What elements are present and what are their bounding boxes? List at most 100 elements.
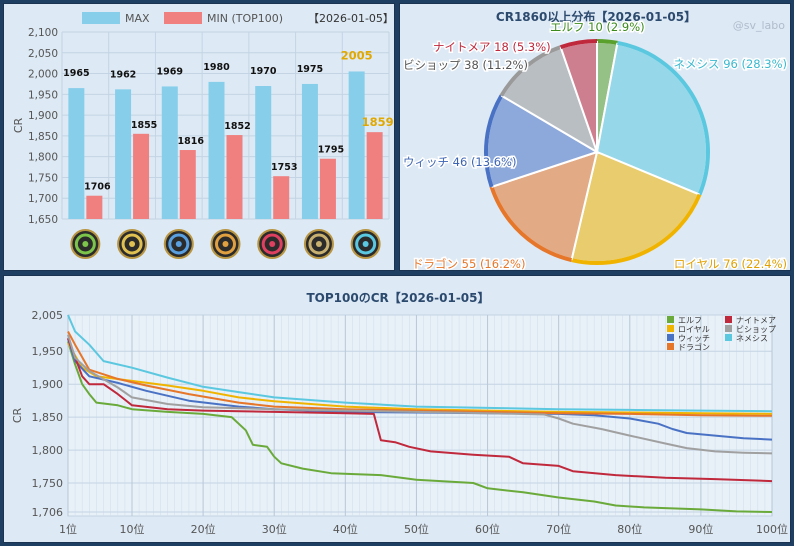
legend-swatch	[725, 316, 732, 323]
pie-label-1: ネメシス 96 (28.3%)	[674, 57, 787, 71]
bar-data-label: 1855	[131, 120, 157, 131]
line-series-4	[67, 337, 773, 483]
icon-core	[82, 241, 89, 247]
bar-y-tick: 2,050	[28, 48, 58, 60]
legend-label-1: MIN (TOP100)	[207, 12, 283, 25]
bar-min	[179, 150, 196, 219]
bishop-icon	[303, 229, 334, 259]
icon-core	[175, 241, 182, 247]
pie-label-0: エルフ 10 (2.9%)	[550, 20, 645, 34]
line-series-6	[67, 314, 773, 413]
icon-emblem	[308, 233, 330, 255]
icon-emblem	[121, 233, 143, 255]
bar-data-label: 1852	[224, 121, 250, 132]
max-min-bar-panel: MAX MIN (TOP100) 【2026-01-05】 1,650 1,700 1,7…	[3, 3, 395, 271]
bar-data-label: 1965	[63, 68, 89, 79]
bar-max	[301, 83, 318, 219]
icon-emblem	[261, 233, 283, 255]
cr-distribution-pie-panel: CR1860以上分布【2026-01-05】 @sv_labo エルフ 10 (2.…	[399, 3, 791, 271]
legend-label-0: MAX	[125, 12, 150, 25]
crown-icon	[117, 229, 148, 259]
pie-slices	[484, 39, 710, 265]
legend-label: エルフ	[678, 316, 702, 325]
icon-emblem	[355, 233, 377, 255]
pie-rim-3	[489, 186, 572, 262]
legend-label: ネメシス	[736, 334, 768, 343]
bar-date-label: 【2026-01-05】	[308, 12, 394, 25]
nightmare-icon	[257, 229, 288, 259]
bar-y-tick: 1,650	[28, 214, 58, 226]
line-y-tick: 1,900	[32, 378, 64, 391]
bar-y-tick: 1,800	[28, 152, 58, 164]
legend-label: ビショップ	[736, 325, 776, 334]
pie-title: CR1860以上分布【2026-01-05】	[496, 9, 696, 24]
legend-label: ナイトメア	[736, 316, 776, 325]
icon-core	[362, 241, 369, 247]
pie-rim-6	[559, 39, 598, 50]
legend-swatch	[667, 334, 674, 341]
line-series-5	[67, 334, 773, 455]
line-plot-area	[67, 314, 773, 517]
pie-label-2: ロイヤル 76 (22.4%)	[674, 257, 787, 271]
line-x-tick: 70位	[546, 522, 571, 536]
line-title: TOP100のCR【2026-01-05】	[306, 290, 489, 305]
pie-rim-1	[617, 40, 710, 196]
legend-label: ドラゴン	[678, 342, 710, 352]
bar-data-label: 1969	[157, 66, 183, 77]
bar-y-axis-label: CR	[12, 117, 25, 133]
bar-max	[255, 86, 272, 220]
legend-label: ロイヤル	[678, 325, 710, 334]
bar-data-label: 1816	[178, 136, 205, 147]
bar-y-tick: 1,900	[28, 110, 58, 122]
bar-min	[273, 176, 290, 219]
line-y-tick: 1,950	[32, 345, 64, 358]
bar-data-label: 1970	[250, 66, 277, 77]
line-x-tick: 20位	[191, 522, 216, 536]
pie-label-5: ビショップ 38 (11.2%)	[403, 58, 528, 72]
icon-core	[315, 241, 322, 247]
icon-core	[129, 241, 136, 247]
icon-emblem	[74, 233, 96, 255]
bar-min	[86, 195, 103, 219]
top100-line-panel: TOP100のCR【2026-01-05】 1,706 1,750 1,800 1,85…	[3, 275, 791, 543]
icon-core	[269, 241, 276, 247]
pie-rim-2	[571, 193, 702, 265]
bar-data-label: 1753	[271, 162, 297, 173]
bar-data-label: 1975	[297, 64, 323, 75]
legend-swatch	[667, 325, 674, 332]
line-x-tick: 40位	[333, 522, 358, 536]
legend-swatch	[667, 316, 674, 323]
pie-rim-4	[484, 94, 504, 188]
bar-legend: MAX MIN (TOP100)	[82, 12, 283, 25]
line-x-tick: 50位	[404, 522, 429, 536]
legend-label: ウィッチ	[678, 334, 710, 343]
line-y-tick: 1,850	[32, 411, 64, 424]
legend-swatch-1	[164, 12, 202, 24]
icon-emblem	[215, 233, 236, 255]
legend-swatch	[667, 343, 674, 350]
pie-rim-5	[499, 45, 562, 97]
nemesis-icon	[350, 229, 381, 259]
cr-distribution-pie-chart: CR1860以上分布【2026-01-05】 @sv_labo エルフ 10 (2.…	[402, 9, 789, 271]
pie-rim-0	[596, 39, 618, 45]
bar-y-tick: 1,950	[28, 89, 58, 101]
line-x-tick: 1位	[59, 522, 77, 536]
max-min-bar-chart: MAX MIN (TOP100) 【2026-01-05】 1,650 1,700 1,7…	[12, 12, 394, 259]
line-y-axis-label: CR	[11, 407, 24, 423]
bar-max	[208, 81, 225, 219]
bar-y-tick: 2,000	[28, 69, 58, 81]
bar-data-label: 1980	[203, 62, 230, 73]
leaf-icon	[70, 229, 101, 259]
legend-swatch	[725, 334, 732, 341]
legend-swatch-0	[82, 12, 120, 24]
legend-swatch	[725, 325, 732, 332]
line-x-tick: 10位	[120, 522, 145, 536]
bar-max	[68, 88, 85, 219]
icon-core	[222, 241, 229, 247]
bar-y-tick: 1,750	[28, 172, 58, 184]
magic-circle-icon	[163, 229, 194, 259]
bar-y-tick: 1,850	[28, 131, 58, 143]
bar-max	[115, 89, 132, 219]
watermark: @sv_labo	[733, 19, 786, 32]
